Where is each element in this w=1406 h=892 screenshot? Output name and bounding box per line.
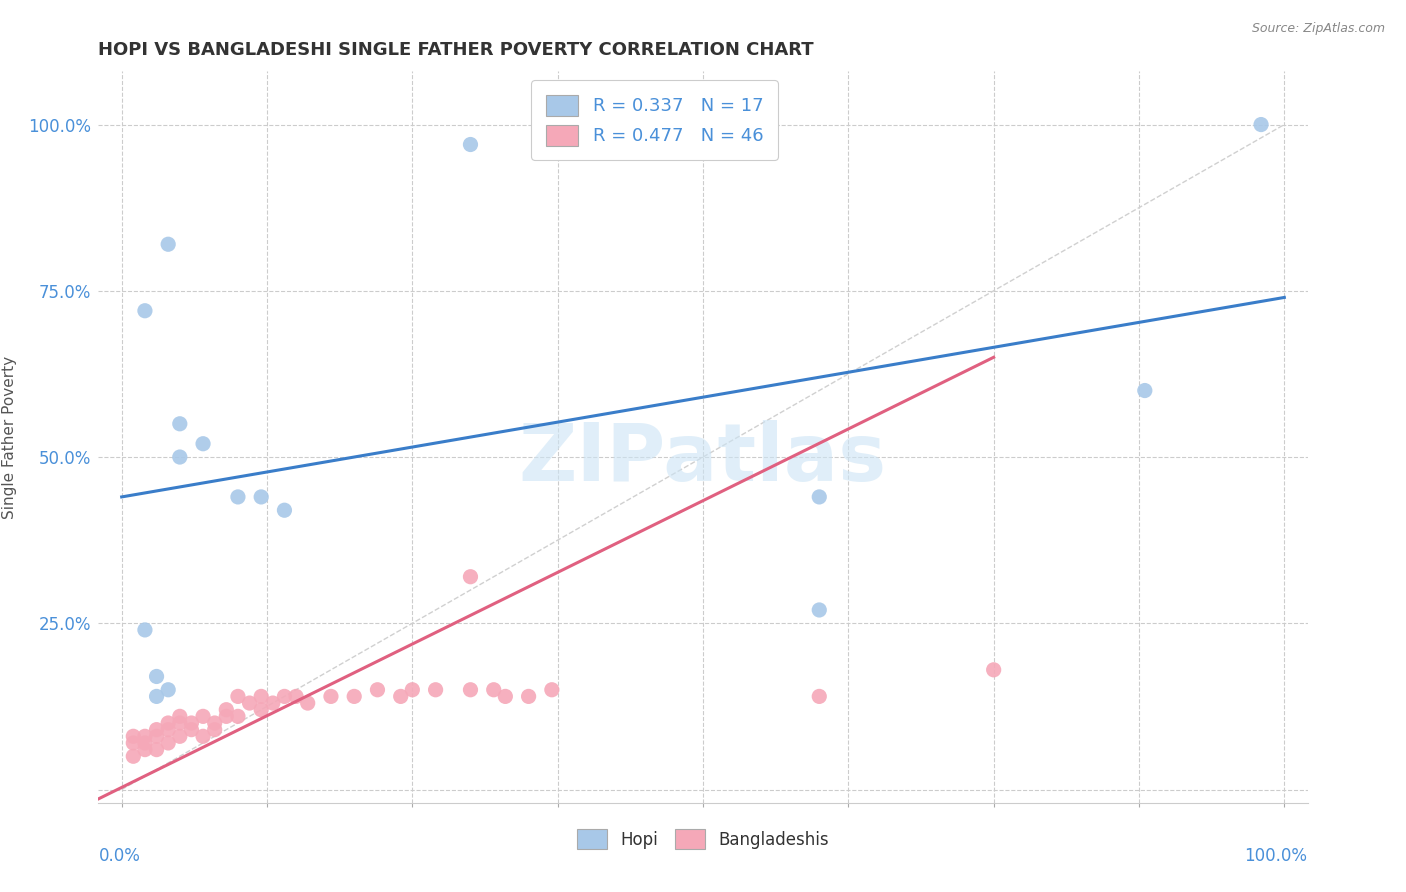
Point [145, 690, 167, 704]
Point [204, 716, 226, 731]
Point [157, 736, 180, 750]
Point [983, 663, 1005, 677]
Point [425, 682, 447, 697]
Point [482, 682, 505, 697]
Point [191, 709, 214, 723]
Point [226, 709, 249, 723]
Point [145, 669, 167, 683]
Point [157, 723, 180, 737]
Text: Source: ZipAtlas.com: Source: ZipAtlas.com [1251, 22, 1385, 36]
Point [145, 742, 167, 756]
Point [134, 623, 156, 637]
Point [122, 736, 145, 750]
Point [134, 729, 156, 743]
Point [262, 696, 284, 710]
Point [180, 716, 202, 731]
Point [204, 723, 226, 737]
Text: ZIPatlas: ZIPatlas [519, 420, 887, 498]
Point [250, 490, 273, 504]
Point [297, 696, 319, 710]
Point [157, 682, 180, 697]
Point [180, 723, 202, 737]
Point [808, 603, 831, 617]
Point [273, 690, 295, 704]
Point [169, 729, 191, 743]
Text: 0.0%: 0.0% [98, 847, 141, 864]
Point [191, 729, 214, 743]
Point [145, 723, 167, 737]
Point [250, 690, 273, 704]
Point [460, 570, 482, 584]
Point [460, 682, 482, 697]
Point [343, 690, 366, 704]
Point [239, 696, 262, 710]
Point [134, 742, 156, 756]
Point [460, 137, 482, 152]
Point [169, 450, 191, 464]
Point [157, 237, 180, 252]
Legend: Hopi, Bangladeshis: Hopi, Bangladeshis [565, 818, 841, 860]
Point [157, 716, 180, 731]
Point [215, 709, 238, 723]
Text: HOPI VS BANGLADESHI SINGLE FATHER POVERTY CORRELATION CHART: HOPI VS BANGLADESHI SINGLE FATHER POVERT… [98, 41, 814, 59]
Point [134, 736, 156, 750]
Point [366, 682, 388, 697]
Point [226, 690, 249, 704]
Point [1250, 118, 1272, 132]
Point [250, 703, 273, 717]
Point [169, 709, 191, 723]
Point [389, 690, 412, 704]
Point [1133, 384, 1156, 398]
Point [226, 490, 249, 504]
Point [215, 703, 238, 717]
Point [122, 749, 145, 764]
Point [169, 716, 191, 731]
Point [122, 729, 145, 743]
Y-axis label: Single Father Poverty: Single Father Poverty [3, 356, 17, 518]
Point [273, 503, 295, 517]
Point [285, 690, 308, 704]
Point [401, 682, 423, 697]
Point [808, 690, 831, 704]
Point [540, 682, 562, 697]
Point [169, 417, 191, 431]
Point [808, 490, 831, 504]
Point [134, 303, 156, 318]
Text: 100.0%: 100.0% [1244, 847, 1308, 864]
Point [191, 436, 214, 450]
Point [145, 729, 167, 743]
Point [319, 690, 342, 704]
Point [517, 690, 540, 704]
Point [494, 690, 516, 704]
